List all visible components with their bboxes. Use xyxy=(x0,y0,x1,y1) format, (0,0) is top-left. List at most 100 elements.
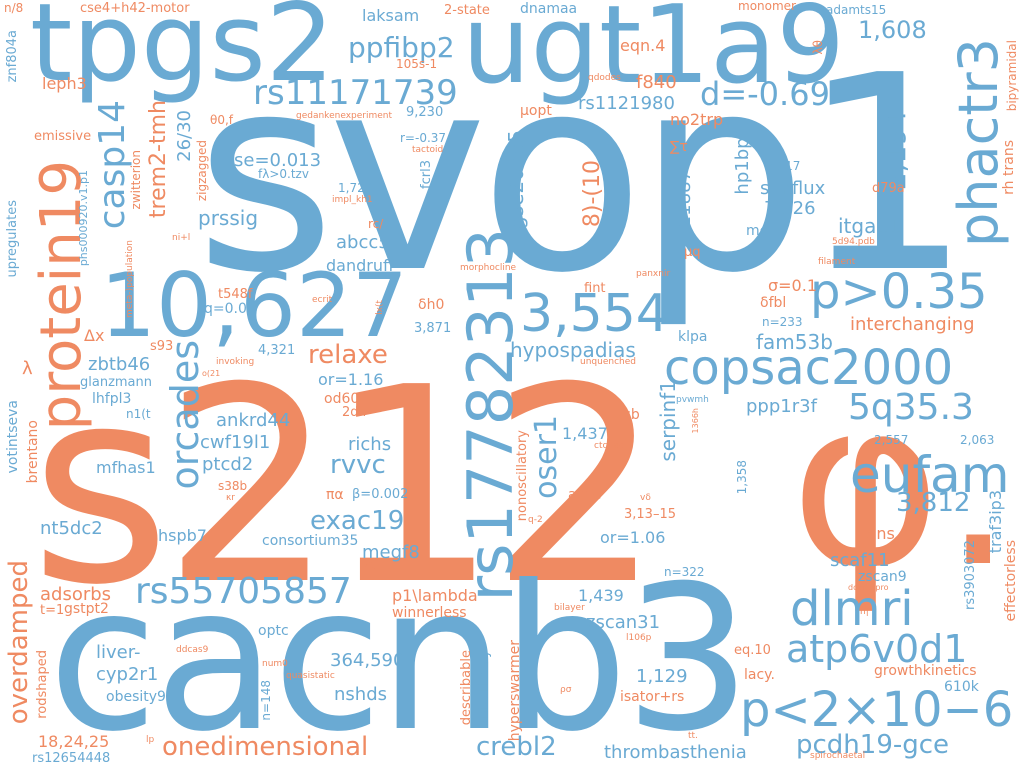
word-meta: meta-)population xyxy=(125,240,135,318)
word-casp14: casp14 xyxy=(92,100,133,230)
word-dnamaa: dnamaa xyxy=(520,1,578,17)
word-s93: s93 xyxy=(150,339,174,354)
word-3554: 3,554 xyxy=(520,284,669,344)
word-q001: q=0.01 xyxy=(204,301,256,317)
word-nl: n| xyxy=(860,607,869,617)
word-rodshaped: rodshaped xyxy=(35,650,50,719)
word-pialpha: πα xyxy=(326,487,344,503)
word-fint: fint xyxy=(584,281,606,296)
word-monomer: monomer xyxy=(738,0,796,13)
word-21887: 21887 xyxy=(674,170,695,228)
word-f840: f840 xyxy=(636,72,677,93)
word-z2i: z2,i xyxy=(364,561,379,570)
word-8-10: 8)-(10 xyxy=(580,160,605,228)
word-od600: od600=3 xyxy=(324,391,389,407)
word-n322: n=322 xyxy=(664,565,705,579)
word-traf3ip3: traf3ip3 xyxy=(986,490,1005,554)
word-describable: describable xyxy=(459,650,474,726)
word-phactr3: phactr3 xyxy=(947,38,1010,248)
word-richs: richs xyxy=(348,434,392,455)
word-tt: tt. xyxy=(688,731,698,741)
word-rvvc: rvvc xyxy=(330,450,386,480)
word-fcrl3: fcrl3 xyxy=(419,160,434,189)
word-gse20685: gse20685 xyxy=(504,130,528,230)
word-1723: 1,723 xyxy=(338,181,373,195)
word-laksam: laksam xyxy=(362,6,420,25)
word-interchanging: interchanging xyxy=(850,314,975,335)
word-pvwmh: pvwmh xyxy=(676,395,709,405)
word-dandruff: dandruff xyxy=(326,256,394,275)
word-spirochaetal: spirochaetal xyxy=(810,751,866,761)
word-deltax: Δx xyxy=(84,326,105,345)
word-morphocline: morphocline xyxy=(460,263,517,273)
word-copsac2000: copsac2000 xyxy=(664,340,954,396)
word-zwitterion: zwitterion xyxy=(129,150,143,210)
word-or106: or=1.06 xyxy=(600,528,666,547)
word-lacy: lacy. xyxy=(744,667,775,683)
word-p035: p>0.35 xyxy=(810,264,988,320)
word-364590: 364,590 xyxy=(330,650,405,671)
word-cyp2r1: cyp2r1 xyxy=(96,664,159,685)
word-zscan31: zscan31 xyxy=(586,612,661,633)
word-itga11: itga11 xyxy=(838,214,902,238)
word-5q353: 5q35.3 xyxy=(848,387,974,428)
word-ddcas9: ddcas9 xyxy=(176,645,209,655)
word-eufam: eufam xyxy=(850,446,1010,504)
word-thrombasthenia: thrombasthenia xyxy=(604,742,747,763)
word-o21: o(21 xyxy=(202,369,221,378)
word-ctchad: ctchad xyxy=(594,441,625,451)
word-dcaf: dcaf15pro xyxy=(848,583,889,592)
word-p1lambda: p1\lambda xyxy=(392,586,478,605)
word-15ns: 15ns xyxy=(856,524,895,543)
word-mci: mci- xyxy=(746,223,777,239)
word-upregulates: upregulates xyxy=(5,200,20,278)
word-oser1: oser1 xyxy=(529,415,564,499)
word-obesity9: obesity9 xyxy=(106,689,166,705)
word-7126: 7,126 xyxy=(764,198,816,219)
word-9230: 9,230 xyxy=(406,105,444,120)
word-rs17782313: rs17782313 xyxy=(454,228,527,602)
word-no2trp: no2trp xyxy=(670,110,724,129)
word-5117: 5,117 xyxy=(766,159,801,173)
word-2063: 2,063 xyxy=(960,433,995,447)
word-impl: impl_kh1 xyxy=(332,195,373,205)
word-3871: 3,871 xyxy=(414,321,452,336)
word-r037: r=-0.37 xyxy=(400,131,447,145)
word-hypospadias: hypospadias xyxy=(510,338,636,362)
word-invoking: invoking xyxy=(216,357,255,367)
word-ecrit: ecrit xyxy=(312,295,333,305)
word-hp1bp3: hp1bp3 xyxy=(732,126,753,195)
word-deltafbl: δfbl xyxy=(760,295,787,311)
word-flambda: fλ>0.tzv xyxy=(258,167,309,181)
word-182425: 18,24,25 xyxy=(38,732,110,751)
word-s212: s212 xyxy=(30,329,662,644)
word-d069: d=-0.69 xyxy=(700,75,830,113)
word-q2: q-2 xyxy=(528,515,543,525)
word-gedanken: gedankenexperiment xyxy=(296,111,393,121)
word-pcdh19: pcdh19-gce xyxy=(796,730,950,760)
word-cse4: cse4+h42-motor xyxy=(80,1,190,16)
word-eqn4: eqn.4 xyxy=(620,36,666,55)
word-trem2: trem2-tmh xyxy=(146,100,171,219)
word-megf8: megf8 xyxy=(362,542,420,563)
word-1129: 1,129 xyxy=(636,666,688,687)
word-nt5dc2: nt5dc2 xyxy=(40,518,103,539)
word-mu_q: μq xyxy=(684,245,701,260)
word-zigzagged: zigzagged xyxy=(195,140,209,202)
word-phi: φ. xyxy=(790,351,1015,618)
word-nshds: nshds xyxy=(334,684,387,705)
word-votintseva: votintseva xyxy=(5,400,21,474)
word-zbtb46: zbtb46 xyxy=(88,354,151,375)
word-relaxe: relaxe xyxy=(308,340,388,370)
word-fam53b: fam53b xyxy=(756,330,833,354)
word-ugt1a9: ugt1a9 xyxy=(462,0,845,108)
word-asne: asne xyxy=(568,487,602,503)
word-2557: 2,557 xyxy=(874,433,909,447)
word-rs12654448: rs12654448 xyxy=(32,751,111,766)
word-glanzmann: glanzmann xyxy=(80,375,153,390)
word-phs: phs000920.v1.p1 xyxy=(77,170,90,267)
word-1439: 1,439 xyxy=(578,586,624,605)
word-lhfpl3: lhfpl3 xyxy=(92,391,132,407)
word-ppfibp2: ppfibp2 xyxy=(348,31,455,64)
